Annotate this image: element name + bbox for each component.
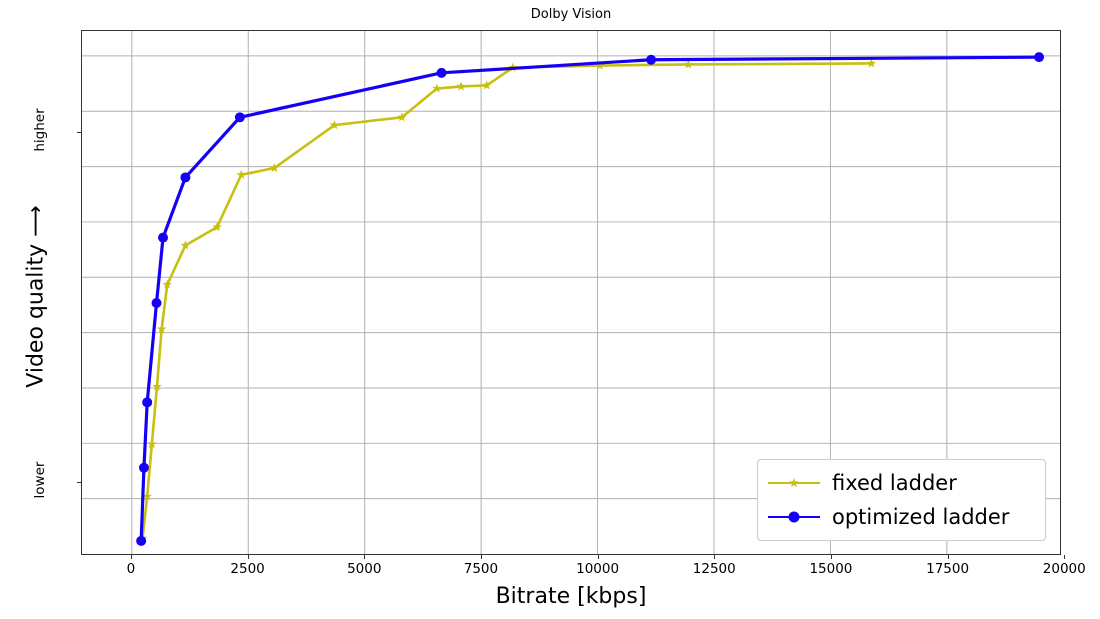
data-point-marker	[142, 491, 152, 501]
data-point-marker	[158, 232, 169, 243]
x-tick-label: 12500	[692, 561, 736, 577]
star-marker-icon	[788, 477, 801, 490]
data-point-marker	[136, 535, 147, 546]
plot-area	[81, 30, 1061, 555]
x-tick-label: 7500	[463, 561, 499, 577]
series-optimized-ladder	[136, 52, 1045, 546]
x-tick-mark	[130, 555, 132, 559]
data-point-marker	[456, 81, 466, 91]
y-axis-label: Video quality ⟶	[23, 205, 49, 388]
chart-legend: fixed ladder optimized ladder	[757, 459, 1046, 541]
data-point-marker	[866, 58, 877, 68]
circle-marker-icon	[788, 511, 800, 523]
legend-swatch-fixed-ladder	[768, 473, 820, 493]
data-point-marker	[646, 54, 657, 65]
y-tick-mark	[77, 481, 81, 483]
data-point-marker	[156, 324, 167, 334]
x-tick-label: 15000	[809, 561, 853, 577]
data-point-marker	[481, 80, 492, 90]
legend-label-optimized-ladder: optimized ladder	[832, 505, 1010, 529]
x-tick-label: 2500	[230, 561, 265, 577]
data-point-marker	[269, 163, 280, 173]
data-point-marker	[432, 83, 442, 93]
x-tick-mark	[480, 555, 482, 559]
data-point-marker	[234, 112, 245, 123]
chart-title: Dolby Vision	[530, 7, 612, 22]
data-point-marker	[436, 67, 447, 78]
data-point-marker	[147, 439, 157, 449]
legend-label-fixed-ladder: fixed ladder	[832, 471, 957, 495]
data-point-marker	[138, 462, 149, 473]
x-tick-label: 0	[126, 561, 136, 577]
data-point-marker	[162, 279, 172, 289]
x-tick-mark	[247, 555, 249, 559]
data-point-marker	[151, 297, 162, 308]
x-tick-mark	[830, 555, 832, 559]
x-tick-mark	[1064, 555, 1066, 559]
y-tick-label: higher	[32, 108, 48, 153]
data-point-marker	[397, 112, 407, 122]
legend-item-optimized-ladder[interactable]: optimized ladder	[768, 500, 1009, 534]
x-tick-mark	[947, 555, 949, 559]
data-point-marker	[142, 397, 153, 408]
x-tick-label: 20000	[1042, 561, 1086, 577]
data-point-marker	[152, 381, 162, 391]
x-tick-mark	[597, 555, 599, 559]
data-point-marker	[683, 59, 694, 69]
x-tick-mark	[714, 555, 716, 559]
legend-item-fixed-ladder[interactable]: fixed ladder	[768, 466, 957, 500]
y-tick-label: lower	[32, 461, 48, 498]
x-tick-label: 10000	[576, 561, 620, 577]
data-point-marker	[236, 169, 247, 179]
y-tick-mark	[77, 132, 81, 134]
data-point-marker	[180, 172, 191, 183]
series-line	[139, 55, 1041, 543]
data-point-marker	[595, 60, 605, 70]
data-point-marker	[1034, 52, 1045, 63]
x-tick-label: 5000	[347, 561, 382, 577]
x-axis-label: Bitrate [kbps]	[495, 584, 647, 609]
data-point-marker	[329, 120, 340, 130]
legend-swatch-optimized-ladder	[768, 507, 820, 527]
x-tick-label: 17500	[926, 561, 970, 577]
series-layer	[136, 52, 1045, 546]
data-point-marker	[212, 222, 222, 232]
data-point-marker	[180, 240, 191, 250]
x-tick-mark	[364, 555, 366, 559]
